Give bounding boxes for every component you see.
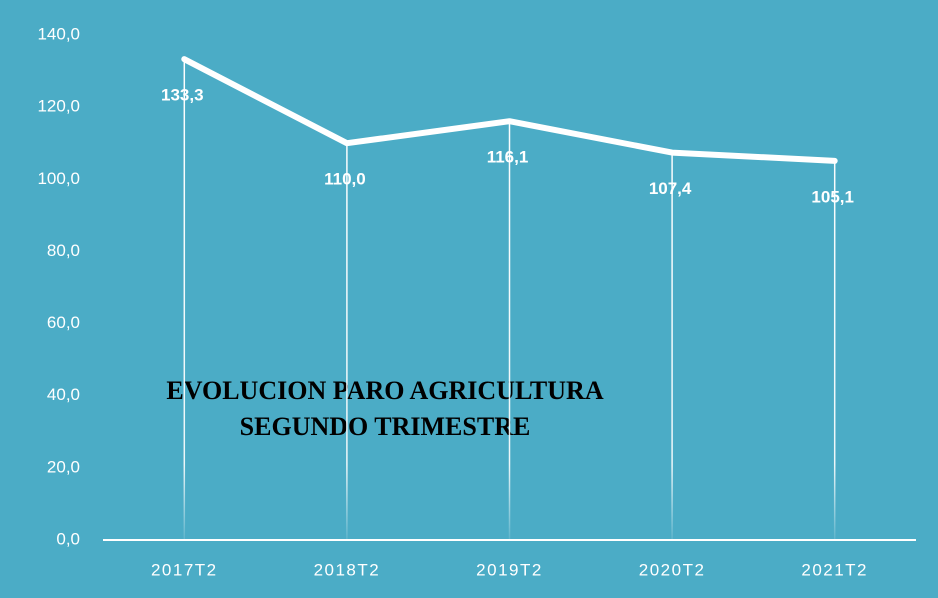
y-tick-label: 0,0 [56, 529, 80, 548]
data-label: 133,3 [161, 86, 204, 105]
chart-title: EVOLUCION PARO AGRICULTURA [166, 376, 603, 405]
x-tick-label: 2018T2 [314, 560, 381, 579]
x-tick-label: 2019T2 [476, 560, 543, 579]
data-label: 107,4 [649, 179, 692, 198]
y-tick-label: 80,0 [47, 241, 80, 260]
y-tick-label: 140,0 [37, 24, 80, 43]
y-tick-label: 40,0 [47, 385, 80, 404]
y-tick-label: 20,0 [47, 457, 80, 476]
x-tick-label: 2020T2 [639, 560, 706, 579]
data-label: 110,0 [324, 170, 366, 189]
y-tick-label: 60,0 [47, 313, 80, 332]
chart-title: SEGUNDO TRIMESTRE [240, 412, 531, 441]
x-tick-label: 2017T2 [151, 560, 218, 579]
data-label: 116,1 [487, 148, 529, 167]
line [181, 56, 838, 164]
y-tick-label: 120,0 [37, 97, 80, 116]
x-tick-label: 2021T2 [801, 560, 868, 579]
data-label: 105,1 [811, 187, 854, 206]
y-tick-label: 100,0 [37, 169, 80, 188]
